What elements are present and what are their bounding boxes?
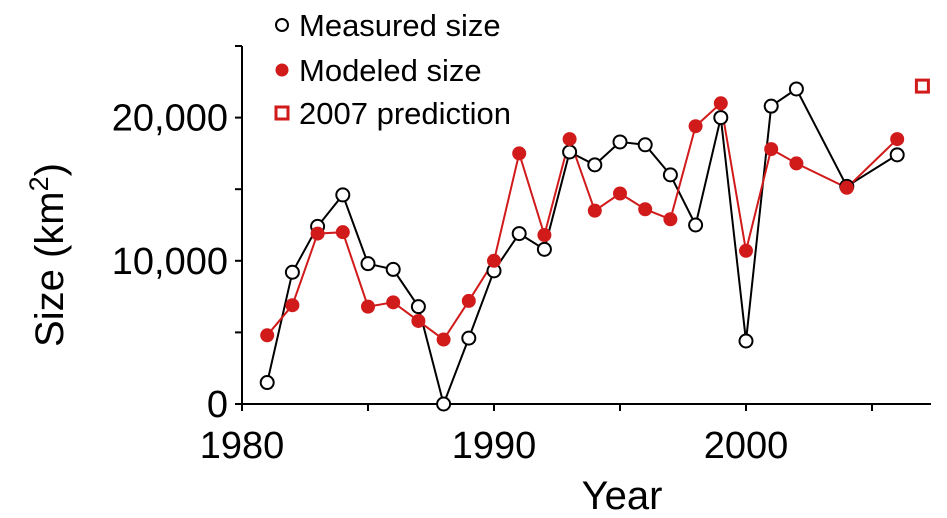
data-point-modeled <box>361 299 375 314</box>
legend: Measured size Modeled size 2007 prediction <box>274 8 511 131</box>
x-tick-label: 1990 <box>452 425 537 467</box>
legend-label: Measured size <box>299 8 501 43</box>
x-axis-title: Year <box>582 474 663 518</box>
data-point-measured <box>335 187 351 203</box>
data-point-modeled <box>335 225 350 240</box>
data-point-measured <box>637 137 653 153</box>
data-point-measured <box>410 299 426 315</box>
data-point-modeled <box>587 203 602 218</box>
x-tick-label: 1980 <box>200 425 285 467</box>
data-point-modeled <box>260 328 275 343</box>
legend-marker-measured <box>275 18 289 32</box>
data-point-measured <box>436 396 452 412</box>
y-axis-title-superscript: 2 <box>24 176 54 191</box>
data-point-measured <box>662 167 678 183</box>
data-point-modeled <box>613 186 627 201</box>
y-tick-label: 0 <box>207 384 228 426</box>
y-axis-title-close: ) <box>28 163 72 176</box>
data-point-modeled <box>789 156 804 171</box>
data-point-measured <box>259 375 275 391</box>
data-point-modeled <box>411 313 426 328</box>
data-point-measured <box>738 333 754 349</box>
axes: 0 10,000 20,000 1980 1990 2000 <box>112 45 931 467</box>
data-point-measured <box>763 98 779 114</box>
data-point-modeled <box>638 202 653 217</box>
series-line-0 <box>266 87 898 408</box>
legend-marker-modeled <box>275 63 289 77</box>
data-point-measured <box>788 81 804 97</box>
data-point-measured <box>688 217 704 233</box>
legend-label: Modeled size <box>299 53 482 88</box>
data-point-modeled <box>839 180 854 195</box>
legend-marker-prediction <box>274 105 290 121</box>
data-point-modeled <box>386 295 401 310</box>
data-point-modeled <box>461 293 476 308</box>
data-point-modeled <box>688 119 703 134</box>
data-point-measured <box>587 157 603 173</box>
data-point-modeled <box>663 212 678 227</box>
y-tick-label: 10,000 <box>112 241 228 283</box>
data-point-modeled <box>890 132 905 147</box>
data-point-modeled <box>562 132 577 147</box>
data-point-modeled <box>739 243 753 258</box>
data-point-modeled <box>537 228 552 243</box>
data-point-modeled <box>285 298 300 313</box>
y-axis-title-main: Size (km <box>28 191 72 347</box>
y-tick-label: 20,000 <box>112 98 228 140</box>
series-lines <box>266 87 898 408</box>
y-axis-title: Size (km2) <box>24 163 72 347</box>
data-point-measured <box>612 134 628 150</box>
data-point-modeled <box>310 226 325 241</box>
legend-label: 2007 prediction <box>299 96 511 131</box>
data-point-measured <box>461 330 477 346</box>
data-point-modeled <box>512 146 527 161</box>
data-point-modeled <box>487 253 501 268</box>
data-point-modeled <box>764 142 779 157</box>
data-point-modeled <box>436 332 451 347</box>
data-point-measured <box>284 264 300 280</box>
data-point-measured <box>511 226 527 242</box>
data-point-modeled <box>713 96 728 111</box>
data-point-measured <box>360 256 376 272</box>
data-point-prediction <box>914 78 930 94</box>
series-line-1 <box>266 101 898 342</box>
data-point-measured <box>889 147 905 163</box>
data-point-measured <box>536 241 552 257</box>
series-points <box>259 78 930 412</box>
data-point-measured <box>713 110 729 126</box>
data-point-measured <box>562 144 578 160</box>
data-point-measured <box>385 261 401 277</box>
x-tick-label: 2000 <box>704 425 789 467</box>
